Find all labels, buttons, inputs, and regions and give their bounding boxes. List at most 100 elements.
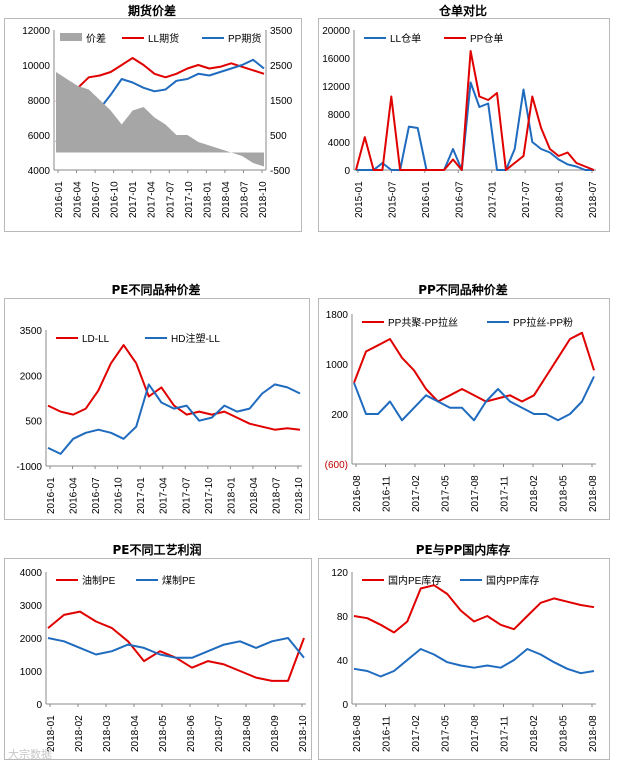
chart-title-pe-profit: PE不同工艺利润 bbox=[112, 543, 202, 557]
chart5-series-0-line bbox=[353, 584, 595, 634]
chart4-xtick-label: 2018-02 bbox=[74, 715, 85, 752]
watermark-text: 大宗数据 bbox=[8, 749, 52, 761]
chart3-legend-label: PP拉丝-PP粉 bbox=[513, 316, 573, 329]
chart1-legend-label: LL仓单 bbox=[390, 32, 421, 45]
chart4-xtick-label: 2018-01 bbox=[46, 715, 57, 752]
chart0-ytick-label: 12000 bbox=[22, 26, 50, 37]
chart0-xtick-label: 2018-10 bbox=[258, 181, 269, 218]
chart-frame-pe-profit bbox=[4, 558, 312, 760]
chart2-xtick-label: 2018-07 bbox=[271, 477, 282, 514]
chart2-xtick-label: 2016-10 bbox=[114, 477, 125, 514]
chart1-xtick-label: 2017-01 bbox=[488, 181, 499, 218]
chart4-xtick-label: 2018-10 bbox=[298, 715, 309, 752]
chart1-legend-label: PP仓单 bbox=[470, 32, 503, 45]
chart4-xtick-label: 2018-04 bbox=[130, 715, 141, 752]
chart1-xtick-label: 2016-01 bbox=[421, 181, 432, 218]
chart3-legend-label: PP共聚-PP拉丝 bbox=[388, 316, 458, 329]
chart2-xtick-label: 2017-10 bbox=[204, 477, 215, 514]
chart5-xtick-label: 2016-08 bbox=[352, 715, 363, 752]
chart2-legend-label: LD-LL bbox=[82, 334, 110, 345]
chart1-xtick-label: 2016-07 bbox=[454, 181, 465, 218]
chart3-ytick-label: 1000 bbox=[326, 360, 349, 371]
chart-title-futures: 期货价差 bbox=[127, 4, 176, 18]
chart4-legend-label: 油制PE bbox=[82, 574, 116, 587]
chart-title-inventory: PE与PP国内库存 bbox=[415, 543, 511, 557]
chart2-series-1-line bbox=[47, 383, 301, 455]
chart2-series-0-line bbox=[47, 344, 301, 431]
chart3-xtick-label: 2017-11 bbox=[500, 476, 511, 512]
chart2-xtick-label: 2018-01 bbox=[226, 477, 237, 514]
chart0-ytick-right-label: 1500 bbox=[270, 96, 293, 107]
chart1-xtick-label: 2017-07 bbox=[521, 181, 532, 218]
chart5-legend-label: 国内PP库存 bbox=[486, 574, 539, 587]
chart0-ytick-right-label: -500 bbox=[270, 166, 290, 177]
chart4-ytick-label: 4000 bbox=[20, 568, 43, 579]
chart0-legend-label: 价差 bbox=[86, 32, 106, 45]
chart2-xtick-label: 2017-07 bbox=[181, 477, 192, 514]
chart1-xtick-label: 2018-07 bbox=[588, 181, 599, 218]
chart0-xtick-label: 2017-10 bbox=[184, 181, 195, 218]
chart5-xtick-label: 2017-02 bbox=[411, 715, 422, 752]
chart1-xtick-label: 2018-01 bbox=[555, 181, 566, 218]
chart0-legend-swatch bbox=[60, 33, 82, 41]
chart0-ytick-label: 6000 bbox=[28, 131, 51, 142]
chart5-xtick-label: 2018-05 bbox=[559, 715, 570, 752]
chart0-ytick-label: 4000 bbox=[28, 166, 51, 177]
chart1-ytick-label: 16000 bbox=[322, 54, 350, 65]
chart1-xtick-label: 2015-07 bbox=[387, 181, 398, 218]
chart3-series-1-line bbox=[353, 376, 595, 422]
chart0-xtick-label: 2017-07 bbox=[165, 181, 176, 218]
chart3-ytick-label: (600) bbox=[325, 460, 348, 471]
chart1-ytick-label: 12000 bbox=[322, 82, 350, 93]
chart4-ytick-label: 1000 bbox=[20, 667, 43, 678]
chart1-series-1-line bbox=[355, 50, 595, 171]
chart0-series-2-area bbox=[56, 72, 264, 167]
chart-title-warrants: 仓单对比 bbox=[438, 4, 487, 18]
chart4-xtick-label: 2018-06 bbox=[186, 715, 197, 752]
chart-frame-inventory bbox=[318, 558, 610, 760]
chart3-ytick-label: 200 bbox=[331, 410, 348, 421]
chart0-xtick-label: 2017-01 bbox=[128, 181, 139, 218]
chart3-xtick-label: 2016-11 bbox=[382, 476, 393, 512]
chart2-xtick-label: 2017-04 bbox=[159, 477, 170, 514]
chart1-ytick-label: 0 bbox=[344, 166, 350, 177]
chart4-xtick-label: 2018-03 bbox=[102, 715, 113, 752]
chart0-legend-label: LL期货 bbox=[148, 32, 179, 45]
chart4-series-1-line bbox=[47, 637, 305, 659]
chart5-xtick-label: 2018-08 bbox=[588, 715, 599, 752]
chart0-xtick-label: 2017-04 bbox=[147, 181, 158, 218]
chart3-series-0-line bbox=[353, 331, 595, 403]
chart4-xtick-label: 2018-07 bbox=[214, 715, 225, 752]
chart3-xtick-label: 2018-08 bbox=[588, 475, 599, 512]
chart-frame-warrants bbox=[318, 18, 610, 232]
chart-title-pp-spread: PP不同品种价差 bbox=[418, 283, 508, 297]
chart5-ytick-label: 40 bbox=[337, 656, 349, 667]
chart1-ytick-label: 20000 bbox=[322, 26, 350, 37]
chart0-series-0-line bbox=[55, 57, 265, 103]
chart2-xtick-label: 2016-04 bbox=[69, 477, 80, 514]
chart3-xtick-label: 2017-05 bbox=[441, 475, 452, 512]
chart2-ytick-label: 2000 bbox=[20, 371, 43, 382]
chart5-ytick-label: 80 bbox=[337, 612, 349, 623]
chart0-xtick-label: 2016-01 bbox=[54, 181, 65, 218]
chart0-xtick-label: 2016-10 bbox=[110, 181, 121, 218]
chart3-xtick-label: 2018-02 bbox=[529, 475, 540, 512]
chart5-ytick-label: 0 bbox=[342, 700, 348, 711]
chart4-xtick-label: 2018-09 bbox=[270, 715, 281, 752]
chart4-ytick-label: 3000 bbox=[20, 601, 43, 612]
chart4-legend-label: 煤制PE bbox=[162, 574, 196, 587]
chart0-xtick-label: 2016-04 bbox=[73, 181, 84, 218]
chart-title-pe-spread: PE不同品种价差 bbox=[111, 283, 201, 297]
chart4-ytick-label: 0 bbox=[36, 700, 42, 711]
chart4-ytick-label: 2000 bbox=[20, 634, 43, 645]
chart3-xtick-label: 2016-08 bbox=[352, 475, 363, 512]
chart0-ytick-right-label: 3500 bbox=[270, 26, 293, 37]
chart2-ytick-label: 3500 bbox=[20, 326, 43, 337]
chart0-xtick-label: 2018-01 bbox=[202, 181, 213, 218]
chart2-xtick-label: 2016-07 bbox=[91, 477, 102, 514]
chart0-legend-label: PP期货 bbox=[228, 32, 261, 45]
chart2-xtick-label: 2018-10 bbox=[294, 477, 305, 514]
chart3-ytick-label: 1800 bbox=[326, 310, 349, 321]
chart2-xtick-label: 2016-01 bbox=[46, 477, 57, 514]
